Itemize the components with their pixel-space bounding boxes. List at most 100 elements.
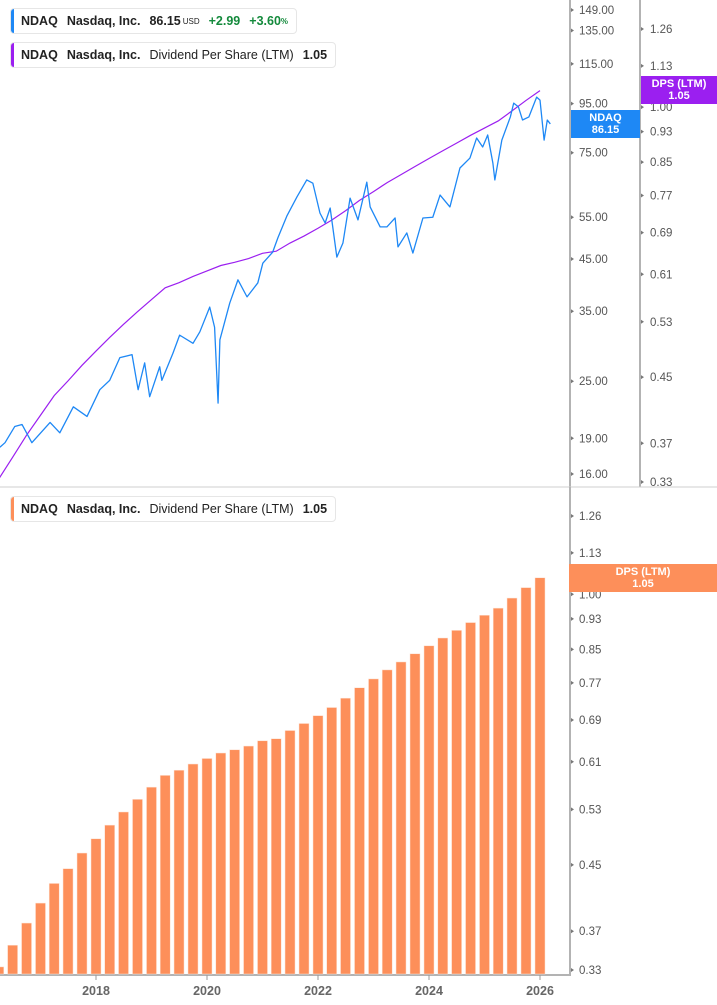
x-tick-label: 2020 <box>193 984 221 998</box>
dps-bar <box>465 622 476 975</box>
dps-bar <box>76 852 88 975</box>
dps-bar <box>326 707 337 975</box>
price-legend[interactable]: NDAQ Nasdaq, Inc. 86.15 USD +2.99 +3.60 … <box>10 8 298 34</box>
price-tick-mark <box>571 256 574 261</box>
price-tag: NDAQ 86.15 <box>571 110 640 138</box>
dps-bottom-tick-label: 0.33 <box>579 965 601 977</box>
dps-top-tick-label: 0.69 <box>650 228 672 240</box>
legend-value: 1.05 <box>302 502 328 516</box>
legend-value: 1.05 <box>302 48 328 62</box>
dps-top-tick-label: 1.00 <box>650 102 672 114</box>
dps-bottom-tag: DPS (LTM) 1.05 <box>569 564 717 592</box>
price-tick-mark <box>571 61 574 66</box>
price-tick-mark <box>571 150 574 155</box>
dps-bottom-tick-mark <box>571 929 574 934</box>
price-tag-value: 86.15 <box>591 124 620 136</box>
dps-top-tick-label: 1.26 <box>650 24 672 36</box>
price-tick-label: 149.00 <box>579 5 614 17</box>
dps-top-tick-mark <box>641 27 644 31</box>
x-tick-label: 2026 <box>526 984 554 998</box>
dps-bottom-tick-mark <box>571 550 574 555</box>
legend-metric: Dividend Per Share (LTM) <box>149 502 294 516</box>
dps-bar <box>395 661 407 975</box>
price-tick-mark <box>571 471 574 476</box>
dps-bottom-tick-label: 0.45 <box>579 860 601 872</box>
dps-top-tag: DPS (LTM) 1.05 <box>641 76 717 104</box>
dps-top-tick-label: 0.45 <box>650 372 672 384</box>
dps-top-tick-mark <box>641 63 644 68</box>
legend-change: +2.99 <box>208 14 241 28</box>
dps-bar <box>506 597 518 975</box>
dps-bar <box>257 740 268 975</box>
dps-bar <box>62 868 74 975</box>
x-tick-label: 2022 <box>304 984 332 998</box>
dps-bottom-tick-mark <box>571 592 574 597</box>
dps-bar <box>298 723 310 975</box>
dps-bar <box>0 966 5 975</box>
dps-bottom-legend[interactable]: NDAQ Nasdaq, Inc. Dividend Per Share (LT… <box>10 496 337 522</box>
dps-bar <box>520 587 532 975</box>
dps-top-tick-label: 0.37 <box>650 438 672 450</box>
dps-bar <box>201 758 213 975</box>
dps-bar <box>187 763 199 975</box>
dps-top-tick-label: 0.61 <box>650 269 672 281</box>
dps-bar <box>35 902 46 975</box>
dps-bar <box>229 749 240 975</box>
dps-top-tick-mark <box>641 105 644 110</box>
dps-top-tag-label: DPS (LTM) <box>651 78 707 90</box>
dps-top-legend[interactable]: NDAQ Nasdaq, Inc. Dividend Per Share (LT… <box>10 42 337 68</box>
price-tick-mark <box>571 28 574 33</box>
dps-bottom-tick-mark <box>571 680 574 685</box>
legend-currency: USD <box>182 16 200 26</box>
dps-bar <box>451 630 462 975</box>
dps-top-tick-mark <box>641 193 644 198</box>
dps-bar <box>437 637 449 975</box>
dps-bar <box>340 697 351 975</box>
dps-bar <box>284 730 296 975</box>
legend-company: Nasdaq, Inc. <box>66 502 141 516</box>
legend-metric: Dividend Per Share (LTM) <box>149 48 294 62</box>
dps-bar <box>534 577 546 975</box>
price-tick-label: 55.00 <box>579 212 608 224</box>
dps-bar <box>90 838 102 975</box>
price-tick-label: 75.00 <box>579 148 608 160</box>
dps-bottom-tick-label: 0.37 <box>579 926 601 938</box>
price-tick-label: 135.00 <box>579 26 614 38</box>
dps-bar <box>132 799 143 975</box>
legend-ticker: NDAQ <box>21 14 58 28</box>
dps-bottom-tick-mark <box>571 616 574 621</box>
x-tick-label: 2024 <box>415 984 443 998</box>
dps-bar <box>118 811 129 975</box>
dps-top-tick-mark <box>641 319 644 324</box>
dps-bottom-tick-label: 0.61 <box>579 757 601 769</box>
legend-ticker: NDAQ <box>21 48 58 62</box>
dps-bar <box>270 738 282 975</box>
dps-bar <box>381 669 393 975</box>
dps-bottom-tag-value: 1.05 <box>632 578 654 590</box>
series-lines <box>0 90 551 479</box>
price-tick-mark <box>571 101 574 106</box>
x-tick-label: 2018 <box>82 984 110 998</box>
dps-bottom-tick-mark <box>571 514 574 518</box>
legend-pct-sign: % <box>280 16 289 26</box>
dps-bar <box>479 615 490 975</box>
dps-top-tick-mark <box>641 129 644 134</box>
dps-bottom-tick-label: 1.26 <box>579 511 601 523</box>
price-legend-stripe <box>11 9 14 33</box>
dps-top-tick-label: 0.53 <box>650 317 672 329</box>
dps-bar <box>492 607 504 975</box>
legend-price: 86.15 <box>149 14 181 28</box>
price-tick-mark <box>571 309 574 314</box>
dps-top-tick-mark <box>641 160 644 165</box>
dps-top-tick-mark <box>641 479 644 484</box>
price-tick-label: 25.00 <box>579 376 608 388</box>
dps-bottom-tick-label: 1.00 <box>579 589 601 601</box>
price-tick-label: 45.00 <box>579 254 608 266</box>
dps-top-tick-label: 0.93 <box>650 127 672 139</box>
dps-bar <box>354 687 365 975</box>
dps-bar <box>48 883 60 975</box>
dps-bottom-tag-label: DPS (LTM) <box>615 566 671 578</box>
dps-top-tick-label: 0.33 <box>650 477 672 489</box>
dps-bottom-tick-mark <box>571 862 574 867</box>
dps-line <box>0 90 541 479</box>
